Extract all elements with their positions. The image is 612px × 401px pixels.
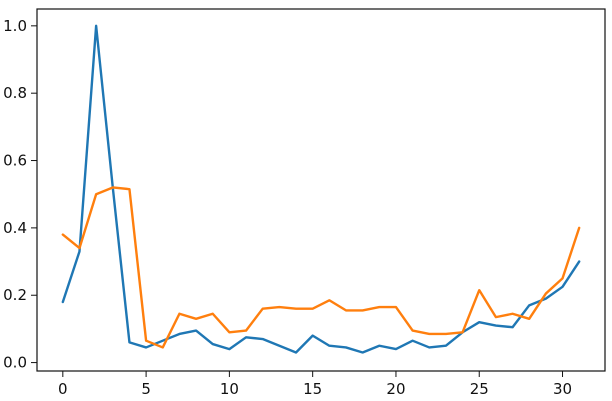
x-tick-label-30: 30 (553, 380, 572, 398)
x-tick-label-10: 10 (220, 380, 239, 398)
x-tick-label-0: 0 (58, 380, 68, 398)
series-layer (61, 24, 581, 354)
x-tick-label-5: 5 (141, 380, 151, 398)
plot-frame (36, 8, 606, 372)
plot-background (37, 9, 605, 371)
series-line-2 (61, 186, 581, 349)
x-tick-label-20: 20 (386, 380, 405, 398)
y-tick-label-0.2: 0.2 (3, 286, 27, 304)
x-tick-label-25: 25 (470, 380, 489, 398)
axis-layer: 0 5 10 15 20 25 30 0.0 0.2 0.4 0.6 0.8 1.0 (3, 17, 572, 398)
y-tick-label-0.0: 0.0 (3, 354, 27, 372)
y-tick-label-0.4: 0.4 (3, 219, 27, 237)
x-tick-label-15: 15 (303, 380, 322, 398)
y-tick-label-0.6: 0.6 (3, 152, 27, 170)
y-tick-label-1.0: 1.0 (3, 17, 27, 35)
y-tick-label-0.8: 0.8 (3, 84, 27, 102)
series-line-1 (61, 24, 581, 354)
